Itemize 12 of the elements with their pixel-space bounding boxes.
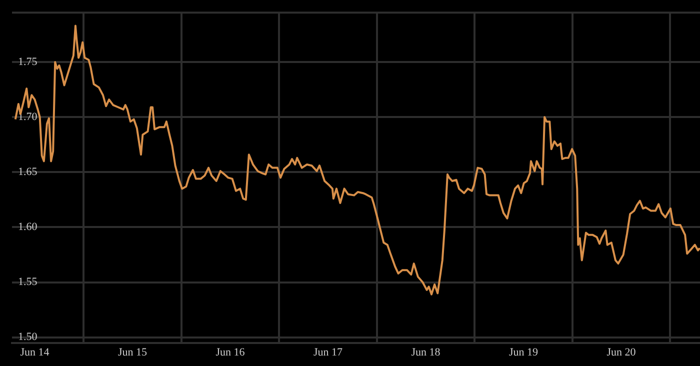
x-tick-label: Jun 15 [118,346,148,358]
x-tick-label: Jun 16 [216,346,246,358]
x-tick-label: Jun 18 [411,346,441,358]
x-tick-label: Jun 20 [606,346,636,358]
x-tick-label: Jun 19 [508,346,539,358]
y-tick-label: 1.60 [18,221,38,234]
y-tick-label: 1.75 [18,56,38,68]
y-tick-label: 1.55 [18,276,38,288]
x-tick-label: Jun 17 [313,346,344,358]
y-tick-label: 1.50 [18,331,38,344]
x-tick-label: Jun 14 [20,346,50,358]
y-tick-label: 1.65 [18,166,38,178]
